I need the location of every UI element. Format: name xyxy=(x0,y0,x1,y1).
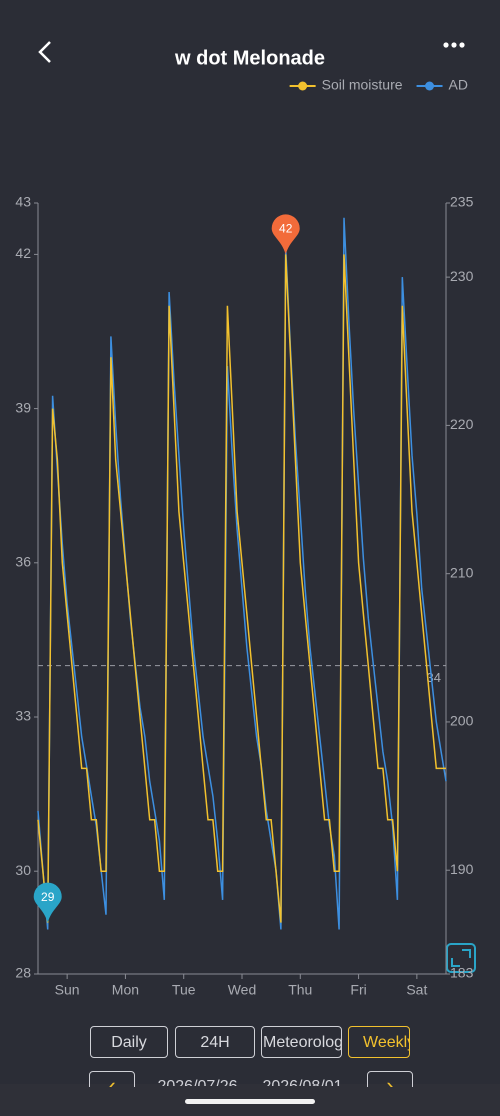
range-button[interactable]: Daily xyxy=(90,1026,168,1058)
prev-button[interactable]: ‹ xyxy=(89,1071,135,1087)
range-button[interactable]: Weekly xyxy=(348,1026,410,1058)
x-tick-label: Mon xyxy=(112,982,139,998)
y2-tick-label: 210 xyxy=(450,564,474,580)
y-tick-label: 30 xyxy=(15,862,31,878)
x-tick-label: Sat xyxy=(406,982,427,998)
dot xyxy=(459,42,465,48)
y2-tick-label: 190 xyxy=(450,861,474,877)
icon-arrows xyxy=(451,949,471,967)
legend-dot xyxy=(298,81,308,91)
more-button[interactable] xyxy=(443,42,465,48)
expand-icon[interactable] xyxy=(446,943,476,973)
x-tick-label: Fri xyxy=(350,982,366,998)
legend-dot xyxy=(425,81,435,91)
y-tick-label: 36 xyxy=(15,554,31,570)
marker-label: 29 xyxy=(41,890,55,904)
dot xyxy=(443,42,449,48)
y2-tick-label: 183 xyxy=(450,965,474,981)
legend-label: AD xyxy=(449,77,468,93)
next-button[interactable]: › xyxy=(367,1071,413,1087)
y-tick-label: 39 xyxy=(15,399,31,415)
y2-tick-label: 230 xyxy=(450,268,474,284)
y-tick-label: 33 xyxy=(15,708,31,724)
y2-tick-label: 220 xyxy=(450,416,474,432)
y-tick-label: 28 xyxy=(15,965,31,981)
marker-pin xyxy=(33,882,62,923)
page-title: w dot Melonade xyxy=(174,47,325,69)
y-tick-label: 43 xyxy=(15,194,31,210)
back-button[interactable] xyxy=(38,41,51,63)
x-tick-label: Thu xyxy=(288,982,312,998)
series-line xyxy=(37,254,446,923)
range-button[interactable]: Meteorology xyxy=(261,1026,342,1058)
threshold-label: 34 xyxy=(427,670,441,685)
y-tick-label: 42 xyxy=(15,245,31,261)
x-tick-label: Sun xyxy=(55,982,80,998)
marker-pin xyxy=(271,214,300,255)
home-indicator xyxy=(185,1099,315,1104)
y2-tick-label: 200 xyxy=(450,713,474,729)
series-line xyxy=(37,217,447,930)
x-tick-label: Tue xyxy=(172,982,196,998)
marker-label: 42 xyxy=(279,222,293,236)
legend-label: Soil moisture xyxy=(322,77,403,93)
x-tick-label: Wed xyxy=(228,982,257,998)
date-range: 2026/07/26 — 2026/08/01 xyxy=(140,1078,360,1086)
y2-tick-label: 235 xyxy=(450,194,474,210)
icon-frame xyxy=(446,943,476,973)
range-button[interactable]: 24H xyxy=(175,1026,255,1058)
dot xyxy=(451,42,457,48)
